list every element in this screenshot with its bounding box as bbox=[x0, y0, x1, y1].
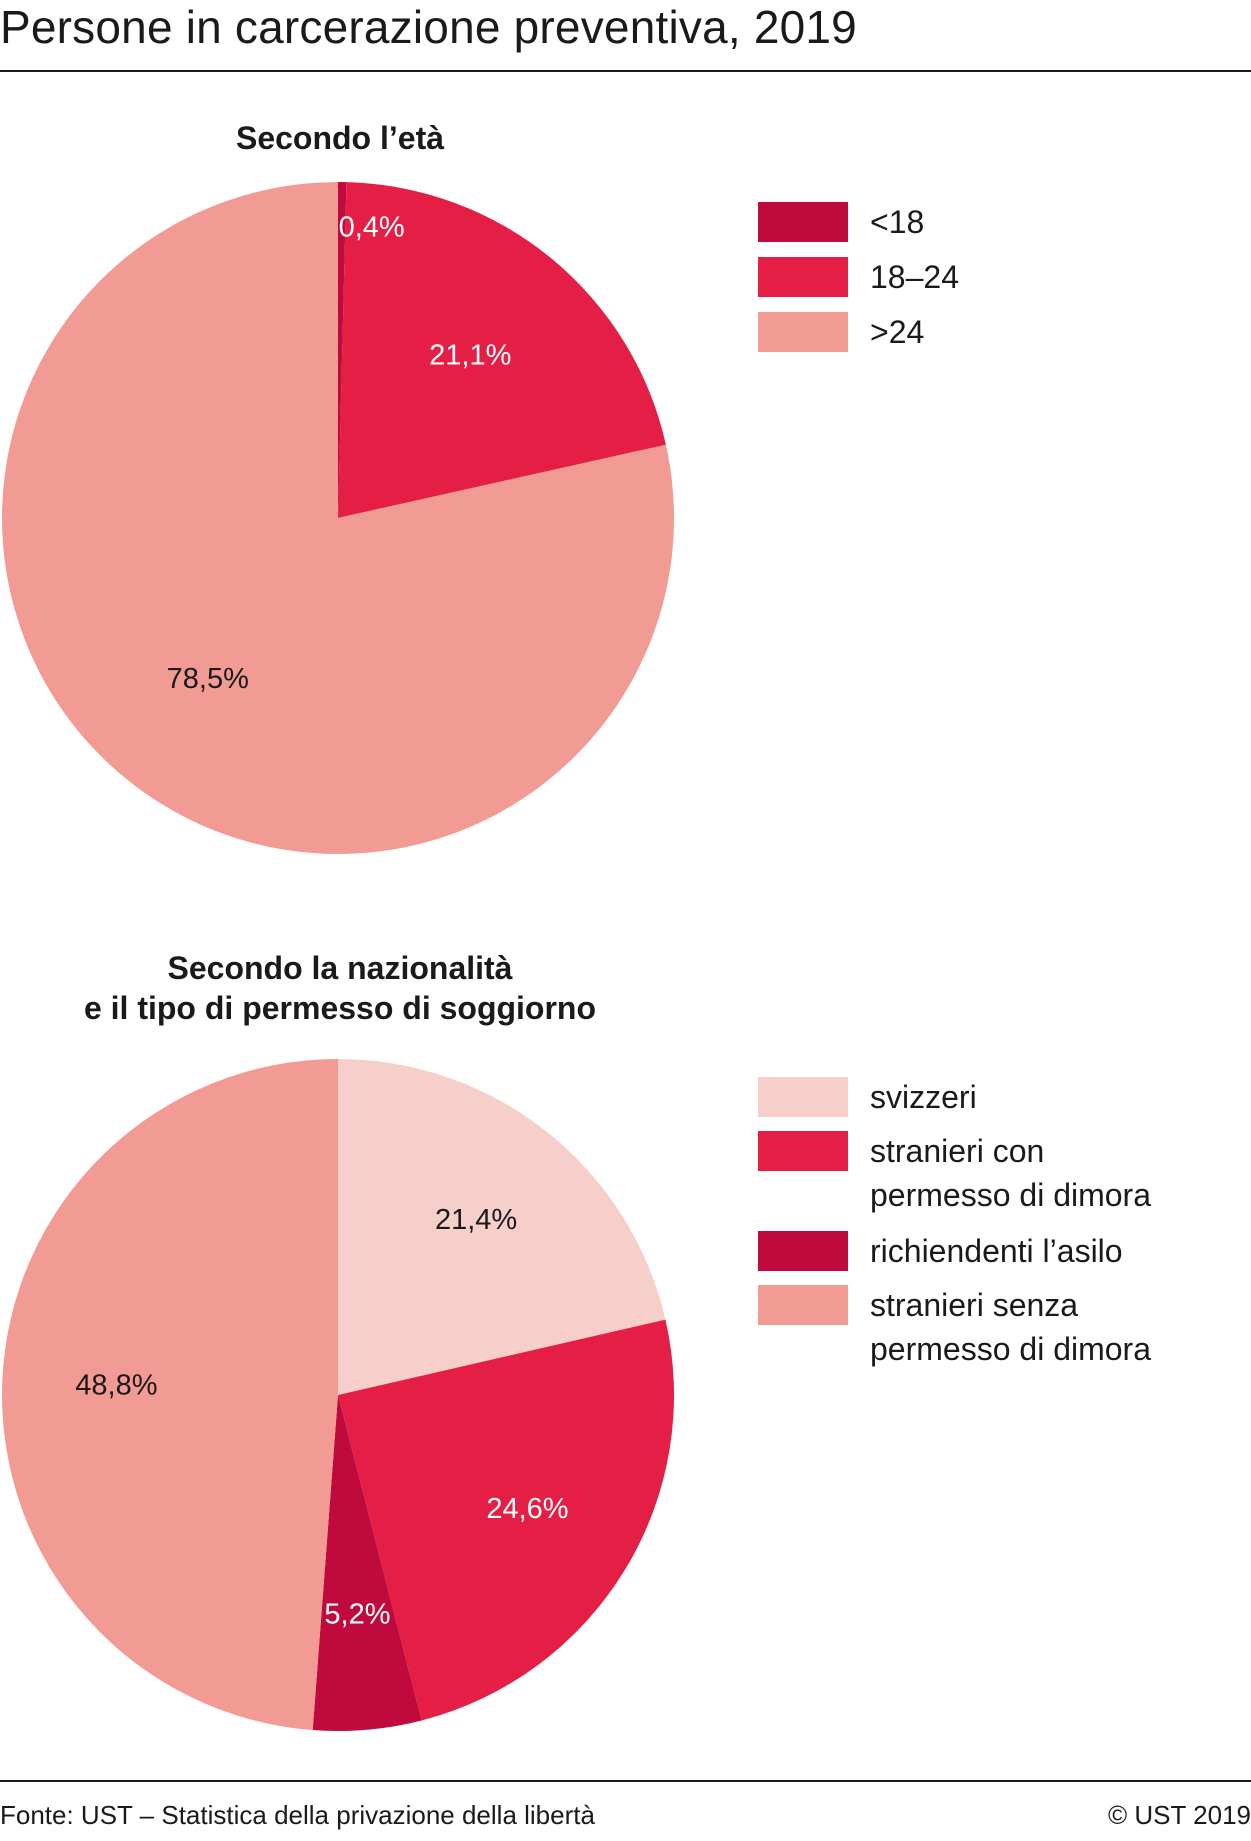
pie-slice-label-0-2: 78,5% bbox=[167, 663, 249, 695]
legend-swatch bbox=[758, 312, 848, 352]
legend-item: svizzeri bbox=[758, 1075, 1250, 1129]
legend-label: svizzeri bbox=[870, 1079, 977, 1115]
legend-nationality: svizzeri stranieri con permesso di dimora… bbox=[758, 1075, 1250, 1383]
legend-age: <18 18–24 >24 bbox=[758, 200, 1250, 365]
footer-divider bbox=[0, 1780, 1251, 1782]
legend-label: >24 bbox=[870, 314, 925, 350]
pie-chart-nationality: 21,4% 24,6% 5,2% 48,8% bbox=[1, 1059, 675, 1731]
legend-swatch bbox=[758, 1131, 848, 1171]
pie-slice-label-0-1: 21,1% bbox=[429, 340, 511, 372]
legend-item: >24 bbox=[758, 310, 1250, 365]
legend-swatch bbox=[758, 202, 848, 242]
pie-slice-label-0-0: 0,4% bbox=[339, 212, 405, 244]
legend-item: 18–24 bbox=[758, 255, 1250, 310]
legend-label: <18 bbox=[870, 204, 925, 240]
pie-slice-0-0 bbox=[338, 182, 347, 518]
pie-slice-label-1-3: 48,8% bbox=[75, 1369, 157, 1401]
legend-swatch bbox=[758, 1231, 848, 1271]
legend-swatch bbox=[758, 1077, 848, 1117]
legend-item: stranieri senza permesso di dimora bbox=[758, 1283, 1250, 1383]
page-title: Persone in carcerazione preventiva, 2019 bbox=[0, 1, 857, 53]
chart-title-age: Secondo l’età bbox=[235, 120, 445, 156]
pie-chart-age: 0,4% 21,1% 78,5% bbox=[1, 182, 674, 854]
legend-item: <18 bbox=[758, 200, 1250, 255]
pie-slice-label-1-1: 24,6% bbox=[486, 1493, 568, 1525]
legend-swatch bbox=[758, 1285, 848, 1325]
pie-slice-1-3 bbox=[1, 1059, 338, 1731]
source-note: Fonte: UST – Statistica della privazione… bbox=[0, 1800, 595, 1830]
title-divider bbox=[0, 70, 1251, 72]
pie-slice-label-1-0: 21,4% bbox=[435, 1204, 517, 1236]
pie-slice-1-1 bbox=[338, 1319, 675, 1721]
chart-title-nationality: Secondo la nazionalità e il tipo di perm… bbox=[83, 950, 597, 1026]
legend-label: stranieri senza permesso di dimora bbox=[870, 1287, 1151, 1367]
pie-slice-0-1 bbox=[338, 182, 666, 518]
pie-slice-1-0 bbox=[338, 1059, 666, 1395]
legend-swatch bbox=[758, 257, 848, 297]
legend-item: stranieri con permesso di dimora bbox=[758, 1129, 1250, 1229]
legend-item: richiendenti l’asilo bbox=[758, 1229, 1250, 1283]
pie-slice-0-2 bbox=[1, 182, 674, 854]
legend-label: 18–24 bbox=[870, 259, 959, 295]
pie-slice-1-2 bbox=[312, 1395, 422, 1731]
legend-label: stranieri con permesso di dimora bbox=[870, 1133, 1151, 1213]
copyright-note: © UST 2019 bbox=[1108, 1800, 1251, 1830]
legend-label: richiendenti l’asilo bbox=[870, 1233, 1123, 1269]
pie-slice-label-1-2: 5,2% bbox=[324, 1599, 390, 1631]
